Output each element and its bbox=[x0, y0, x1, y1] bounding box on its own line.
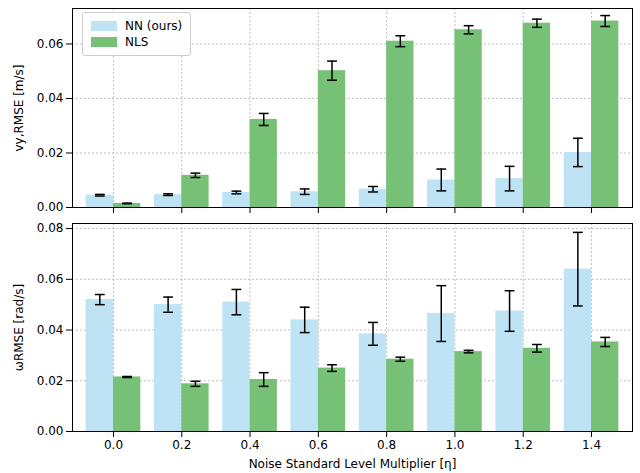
svg-text:1.2: 1.2 bbox=[514, 438, 533, 452]
html-text:NN (ours): NN (ours) bbox=[125, 19, 183, 33]
svg-text:0.2: 0.2 bbox=[172, 438, 191, 452]
html-text:NLS: NLS bbox=[125, 35, 149, 49]
svg-text:0.8: 0.8 bbox=[377, 438, 396, 452]
svg-text:vy,RMSE [m/s]: vy,RMSE [m/s] bbox=[12, 64, 26, 151]
svg-text:0.02: 0.02 bbox=[37, 374, 64, 388]
svg-text:0.0: 0.0 bbox=[104, 438, 123, 452]
svg-text:1.4: 1.4 bbox=[582, 438, 601, 452]
svg-text:0.00: 0.00 bbox=[37, 200, 64, 214]
svg-text:0.00: 0.00 bbox=[37, 424, 64, 438]
svg-text:1.0: 1.0 bbox=[445, 438, 464, 452]
svg-text:0.06: 0.06 bbox=[37, 272, 64, 286]
svg-text:0.6: 0.6 bbox=[309, 438, 328, 452]
svg-text:0.08: 0.08 bbox=[37, 221, 64, 235]
svg-text:0.04: 0.04 bbox=[37, 91, 64, 105]
svg-text:0.04: 0.04 bbox=[37, 323, 64, 337]
svg-text:0.02: 0.02 bbox=[37, 146, 64, 160]
svg-text:0.06: 0.06 bbox=[37, 37, 64, 51]
svg-text:0.4: 0.4 bbox=[241, 438, 260, 452]
svg-text:ωRMSE [rad/s]: ωRMSE [rad/s] bbox=[12, 284, 26, 371]
svg-text:Noise Standard Level Multiplie: Noise Standard Level Multiplier [η] bbox=[249, 457, 457, 471]
